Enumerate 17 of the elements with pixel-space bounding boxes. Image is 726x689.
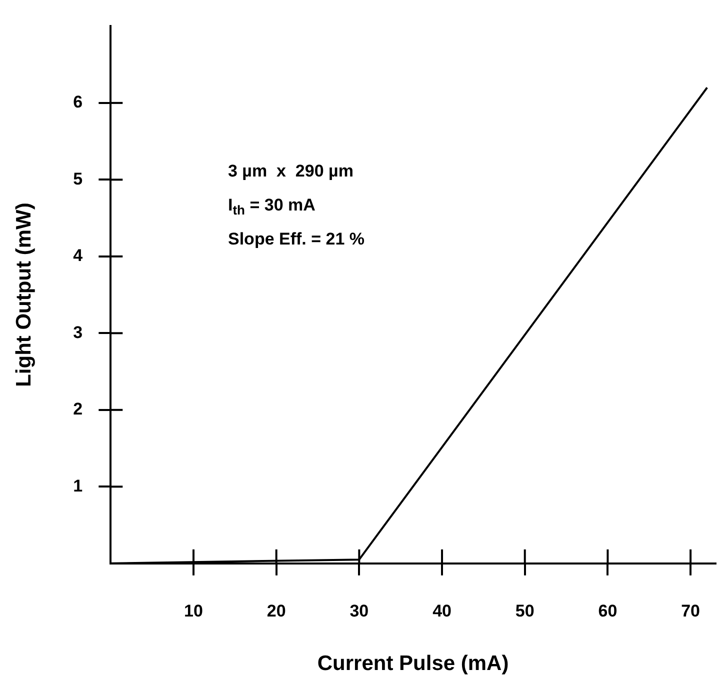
annotation: 3 µm x 290 µm bbox=[228, 162, 354, 181]
y-tick-label: 2 bbox=[73, 400, 83, 419]
y-tick-label: 6 bbox=[73, 92, 83, 112]
y-axis-title: Light Output (mW) bbox=[12, 202, 36, 387]
x-axis-title: Current Pulse (mA) bbox=[317, 652, 509, 676]
x-tick-label: 70 bbox=[681, 601, 700, 620]
x-tick-label: 30 bbox=[350, 601, 369, 620]
y-tick-label: 4 bbox=[73, 246, 84, 266]
y-tick-label: 3 bbox=[73, 322, 83, 342]
x-tick-label: 20 bbox=[266, 601, 286, 620]
x-tick-label: 50 bbox=[515, 601, 534, 620]
x-tick-label: 60 bbox=[598, 601, 618, 620]
x-tick-label: 10 bbox=[184, 601, 203, 620]
y-tick-label: 5 bbox=[73, 169, 83, 188]
annotation: Slope Eff. = 21 % bbox=[228, 230, 365, 249]
y-tick-label: 1 bbox=[73, 476, 83, 496]
x-tick-label: 40 bbox=[432, 601, 452, 620]
